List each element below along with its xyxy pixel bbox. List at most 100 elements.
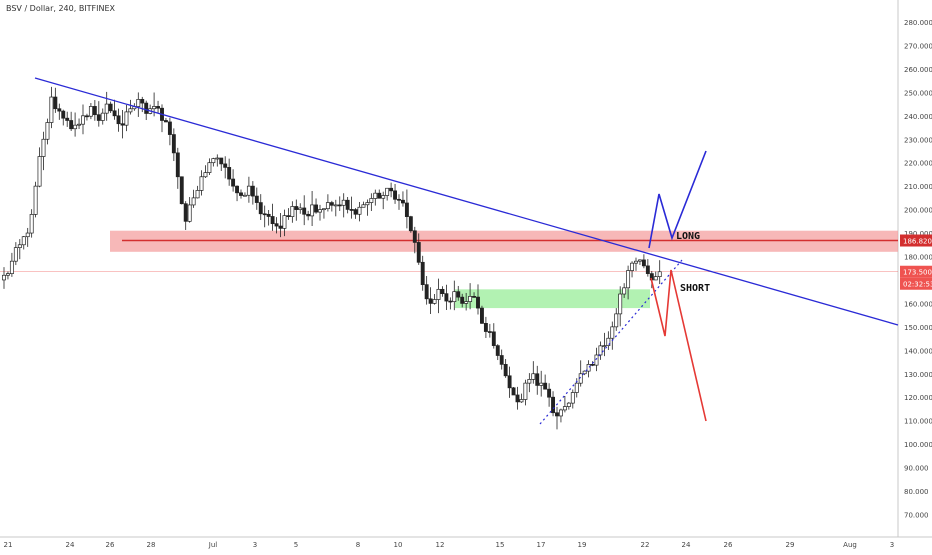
candle-body	[535, 373, 540, 386]
candle-body	[630, 262, 635, 271]
candle-body	[618, 293, 623, 315]
candle-body	[460, 296, 465, 304]
candle-body	[322, 208, 326, 211]
candle-body	[13, 247, 18, 262]
candle-body	[73, 124, 78, 130]
candle-body	[412, 230, 417, 243]
current-price-tag: 173.500	[903, 269, 932, 277]
candle-body	[353, 209, 358, 215]
candle-body	[416, 242, 421, 263]
candle-body	[187, 204, 192, 222]
candle-body	[586, 364, 591, 372]
candle-body	[278, 225, 283, 229]
candle-body	[167, 121, 172, 135]
time-tick-label: 5	[294, 541, 298, 549]
long-label: LONG	[676, 231, 700, 242]
candle-body	[641, 259, 646, 267]
bar-countdown-tag-bg	[900, 277, 932, 290]
candle-body	[480, 307, 484, 324]
candle-body	[199, 176, 204, 191]
candle-body	[547, 388, 552, 398]
candle-body	[5, 273, 10, 276]
price-tick-label: 130.000	[904, 371, 932, 379]
candle-body	[9, 260, 14, 274]
candle-body	[653, 276, 658, 281]
candle-body	[602, 345, 607, 347]
candle-body	[120, 123, 125, 126]
candle-body	[377, 192, 382, 199]
candle-body	[361, 204, 366, 208]
candle-body	[562, 406, 567, 411]
bar-countdown-tag: 02:32:53	[903, 281, 932, 289]
candle-body	[440, 288, 445, 295]
price-axis[interactable]: 280.000 270.000 260.000 250.000 240.000 230.0…	[900, 19, 932, 519]
ascending-dotted-trendline	[539, 259, 683, 425]
support-zone	[455, 289, 650, 309]
time-tick-label: 29	[786, 541, 795, 549]
candle-body	[448, 300, 453, 303]
price-tick-label: 190.000	[904, 230, 932, 238]
candle-body	[2, 274, 6, 281]
candle-body	[472, 296, 477, 298]
candle-body	[112, 110, 117, 117]
candle-body	[610, 326, 615, 339]
candle-body	[286, 215, 291, 217]
price-tick-label: 220.000	[904, 160, 932, 168]
candle-body	[77, 123, 81, 126]
candle-body	[626, 270, 631, 289]
candle-body	[239, 192, 243, 196]
candle-body	[84, 115, 89, 118]
candle-body	[45, 122, 50, 140]
candle-body	[37, 156, 42, 187]
candle-body	[393, 190, 398, 200]
time-tick-label: 26	[724, 541, 733, 549]
candle-body	[645, 265, 650, 274]
candle-body	[357, 206, 362, 215]
candle-body	[657, 271, 662, 277]
candle-body	[246, 185, 251, 196]
candle-body	[369, 198, 374, 203]
candle-body	[566, 402, 571, 407]
short-scenario-path	[650, 269, 707, 422]
candle-body	[29, 214, 34, 234]
candle-body	[519, 399, 524, 403]
candle-body	[483, 323, 488, 332]
candle-body	[223, 163, 228, 168]
time-tick-label: 15	[496, 541, 505, 549]
candle-body	[487, 331, 492, 333]
candle-body	[314, 204, 319, 213]
time-tick-label: 12	[436, 541, 445, 549]
zones-layer	[0, 230, 898, 309]
candle-body	[183, 203, 188, 222]
level-price-tag-bg	[900, 234, 932, 247]
candle-body	[306, 213, 311, 217]
time-axis[interactable]: 21 24 26 28 Jul 3 5 8 10 12 15 17 19 22 24 26 29 Aug 3	[4, 541, 895, 549]
candle-body	[333, 204, 338, 207]
candle-body	[191, 197, 196, 206]
candle-body	[582, 370, 587, 375]
candle-body	[171, 134, 176, 154]
candle-body	[152, 106, 157, 110]
long-scenario-path	[648, 150, 707, 249]
candle-body	[92, 106, 97, 116]
candle-body	[428, 298, 433, 304]
candle-body	[254, 195, 259, 203]
candle-body	[468, 296, 473, 302]
drawings-layer	[34, 77, 899, 425]
candle-body	[637, 259, 642, 262]
candle-body	[318, 209, 322, 213]
candle-body	[345, 199, 350, 210]
candle-body	[250, 185, 255, 197]
candle-body	[33, 185, 38, 215]
current-price-tag-bg	[900, 265, 932, 278]
time-tick-label: 17	[537, 541, 546, 549]
candle-body	[61, 110, 66, 119]
candle-body	[128, 108, 133, 113]
candle-body	[179, 176, 184, 205]
candles-layer	[2, 86, 662, 430]
candle-body	[164, 120, 168, 123]
candle-body	[365, 202, 370, 206]
candle-body	[495, 345, 500, 356]
